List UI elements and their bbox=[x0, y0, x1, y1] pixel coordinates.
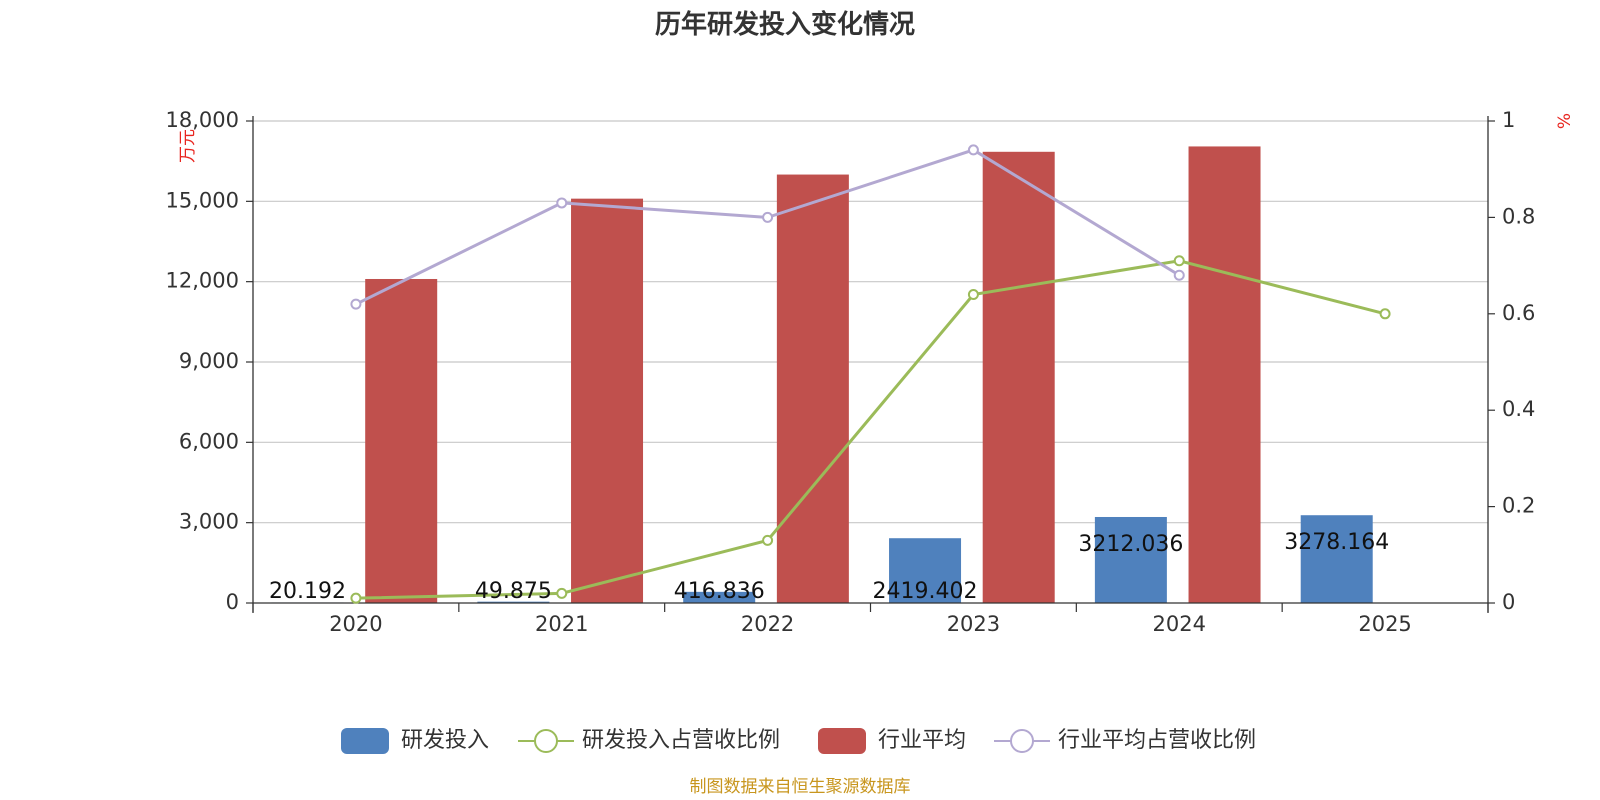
legend: 研发投入 研发投入占营收比例 行业平均 行业平均占营收比例 bbox=[341, 728, 1256, 754]
grid-lines bbox=[253, 120, 1488, 524]
bar-data-label: 3278.164 bbox=[1284, 530, 1389, 555]
series-point bbox=[762, 211, 774, 223]
legend-swatch-marker bbox=[534, 729, 558, 753]
bar-rd bbox=[889, 538, 962, 603]
bar-data-label: 49.875 bbox=[475, 579, 552, 604]
series-point bbox=[762, 534, 774, 546]
bar-industry bbox=[571, 198, 644, 603]
legend-swatch-marker bbox=[1010, 729, 1034, 753]
series-point bbox=[350, 592, 362, 604]
series-point bbox=[967, 144, 979, 156]
bar-rd bbox=[477, 601, 550, 603]
bar-rd bbox=[1094, 516, 1167, 603]
legend-label: 研发投入 bbox=[401, 728, 489, 753]
y-right-tick-label: 0.2 bbox=[1502, 494, 1535, 518]
x-tick-label: 2025 bbox=[1358, 612, 1411, 636]
y-left-tick-label: 0 bbox=[226, 590, 239, 614]
line-marks bbox=[350, 144, 1391, 604]
bar-data-label: 416.836 bbox=[674, 579, 765, 604]
legend-swatch-bar bbox=[818, 728, 866, 754]
chart-title: 历年研发投入变化情况 bbox=[655, 9, 915, 40]
bar-industry bbox=[982, 151, 1055, 604]
y-right-tick-label: 0.4 bbox=[1502, 397, 1535, 421]
x-tick-label: 2020 bbox=[329, 612, 382, 636]
y-left-tick-label: 6,000 bbox=[179, 429, 239, 453]
data-labels: 20.192 49.875 416.836 2419.402 3212.036 3278.… bbox=[269, 530, 1389, 604]
bar-industry bbox=[1188, 146, 1261, 603]
series-point bbox=[350, 298, 362, 310]
legend-swatch-bar bbox=[341, 728, 389, 754]
y-axis-right-unit: % bbox=[1555, 113, 1575, 129]
series-line bbox=[355, 259, 1386, 600]
y-right-tick-label: 1 bbox=[1502, 108, 1515, 132]
y-right-tick-label: 0.8 bbox=[1502, 204, 1535, 228]
y-left-tick-label: 18,000 bbox=[166, 108, 239, 132]
legend-label: 行业平均占营收比例 bbox=[1058, 728, 1256, 753]
y-left-tick-label: 3,000 bbox=[179, 510, 239, 534]
bar-data-label: 3212.036 bbox=[1078, 532, 1183, 557]
bar-data-label: 2419.402 bbox=[873, 579, 978, 604]
series-point bbox=[556, 197, 568, 209]
series-point bbox=[1173, 269, 1185, 281]
bar-rd bbox=[1300, 515, 1373, 603]
y-left-tick-label: 12,000 bbox=[166, 269, 239, 293]
x-tick-label: 2021 bbox=[535, 612, 588, 636]
series-point bbox=[1173, 255, 1185, 267]
x-tick-label: 2023 bbox=[947, 612, 1000, 636]
axes: 0 3,000 6,000 9,000 12,000 15,000 18,000 0 0.2 0.… bbox=[166, 108, 1536, 636]
y-left-tick-label: 9,000 bbox=[179, 349, 239, 373]
series-point bbox=[556, 587, 568, 599]
series-point bbox=[967, 289, 979, 301]
bar-industry bbox=[776, 174, 849, 604]
bar-marks bbox=[271, 146, 1373, 604]
legend-label: 研发投入占营收比例 bbox=[582, 728, 780, 753]
x-tick-label: 2024 bbox=[1153, 612, 1206, 636]
legend-label: 行业平均 bbox=[878, 728, 966, 753]
series-point bbox=[1379, 308, 1391, 320]
y-right-tick-label: 0 bbox=[1502, 590, 1515, 614]
y-right-tick-label: 0.6 bbox=[1502, 301, 1535, 325]
y-axis-left-unit: 万元 bbox=[178, 129, 198, 163]
bar-industry bbox=[365, 278, 438, 603]
y-left-tick-label: 15,000 bbox=[166, 188, 239, 212]
bar-rd bbox=[683, 591, 756, 603]
bar-data-label: 20.192 bbox=[269, 579, 346, 604]
x-tick-label: 2022 bbox=[741, 612, 794, 636]
source-note: 制图数据来自恒生聚源数据库 bbox=[690, 777, 911, 797]
